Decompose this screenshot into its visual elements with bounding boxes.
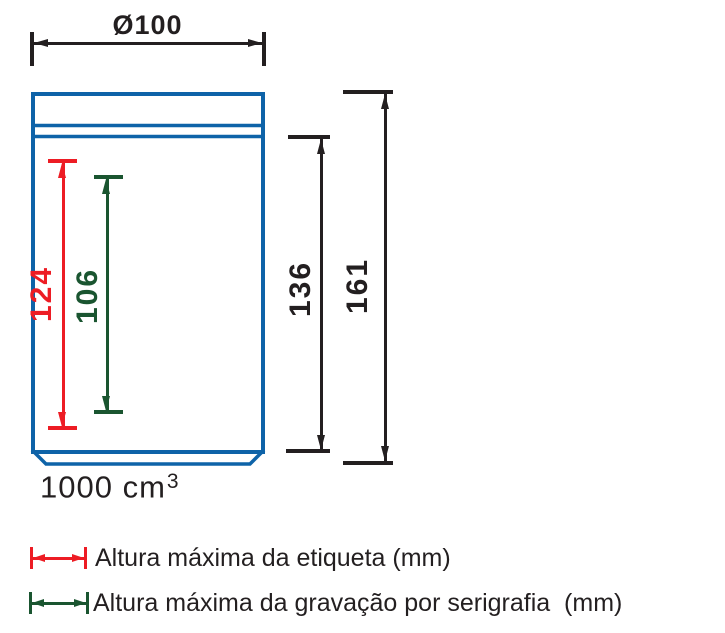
volume-label: 1000 cm3 <box>40 468 179 505</box>
volume-exponent: 3 <box>166 470 180 493</box>
volume-text: 1000 cm <box>40 469 166 505</box>
container-base-gusset <box>30 448 266 466</box>
container-body <box>31 92 265 454</box>
